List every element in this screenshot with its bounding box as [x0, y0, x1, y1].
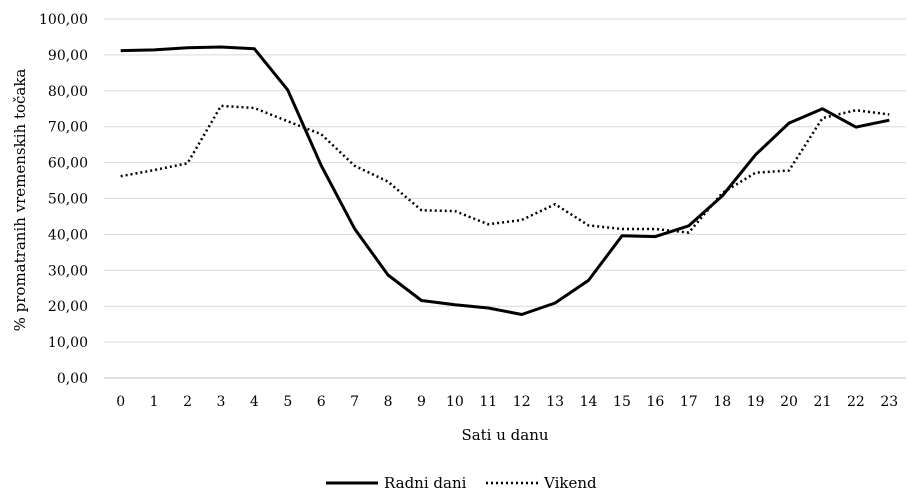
legend-label-1: Radni dani — [384, 474, 467, 492]
legend: Radni dani Vikend — [326, 474, 597, 492]
x-tick-label: 8 — [384, 394, 393, 410]
y-tick-label: 90,00 — [48, 48, 88, 64]
x-tick-label: 17 — [680, 394, 698, 410]
x-tick-label: 5 — [283, 394, 292, 410]
x-tick-label: 3 — [216, 394, 225, 410]
y-tick-label: 40,00 — [48, 227, 88, 243]
x-axis-title: Sati u danu — [461, 426, 548, 444]
x-tick-label: 2 — [183, 394, 192, 410]
x-axis-tick-labels: 0 1 2 3 4 5 6 7 8 9 10 11 12 13 14 15 16 17 18 19 20 21 22 23 — [116, 394, 898, 410]
y-tick-label: 100,00 — [39, 12, 88, 28]
x-tick-label: 10 — [446, 394, 464, 410]
y-tick-label: 50,00 — [48, 192, 88, 208]
x-tick-label: 15 — [613, 394, 631, 410]
y-tick-label: 0,00 — [57, 371, 88, 387]
x-tick-label: 19 — [747, 394, 765, 410]
x-tick-label: 23 — [880, 394, 898, 410]
x-tick-label: 7 — [350, 394, 359, 410]
x-tick-label: 6 — [317, 394, 326, 410]
x-tick-label: 1 — [150, 394, 159, 410]
x-tick-label: 22 — [847, 394, 865, 410]
y-tick-label: 60,00 — [48, 156, 88, 172]
y-axis-title: % promatranih vremenskih točaka — [11, 69, 29, 332]
x-tick-label: 4 — [250, 394, 259, 410]
y-tick-label: 10,00 — [48, 335, 88, 351]
gridlines — [104, 18, 906, 379]
y-tick-label: 20,00 — [48, 299, 88, 315]
x-tick-label: 12 — [513, 394, 531, 410]
x-tick-label: 20 — [780, 394, 798, 410]
y-tick-label: 30,00 — [48, 263, 88, 279]
series-line-1 — [120, 45, 890, 316]
x-tick-label: 16 — [646, 394, 664, 410]
x-tick-label: 13 — [546, 394, 564, 410]
legend-label-2: Vikend — [543, 474, 597, 492]
y-axis-tick-labels: 0,00 10,00 20,00 30,00 40,00 50,00 60,00 70,00 8… — [39, 12, 88, 387]
x-tick-label: 21 — [814, 394, 832, 410]
x-tick-label: 9 — [417, 394, 426, 410]
series-lines — [120, 45, 890, 316]
x-tick-label: 18 — [713, 394, 731, 410]
x-tick-label: 14 — [580, 394, 598, 410]
y-tick-label: 70,00 — [48, 120, 88, 136]
series-line-2 — [120, 104, 890, 234]
x-tick-label: 0 — [116, 394, 125, 410]
x-tick-label: 11 — [479, 394, 497, 410]
y-tick-label: 80,00 — [48, 84, 88, 100]
